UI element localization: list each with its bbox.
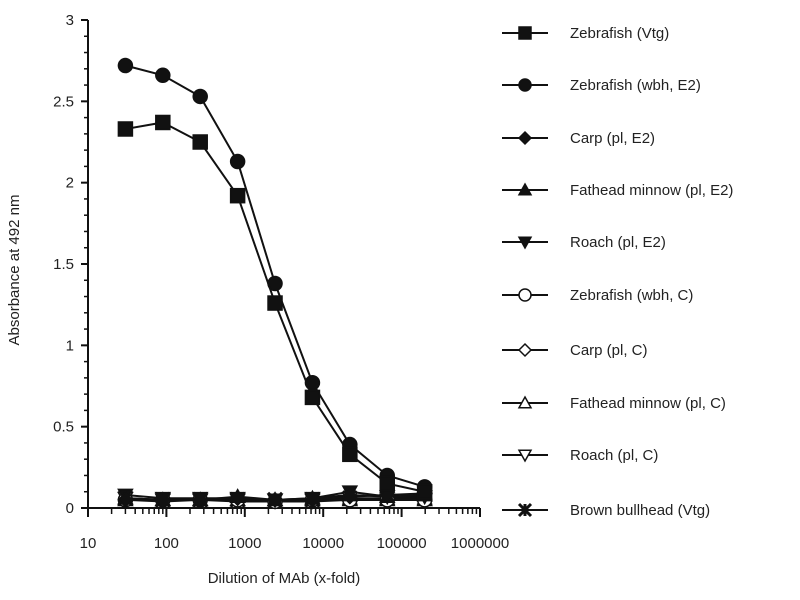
legend-label: Zebrafish (wbh, C) [570, 287, 693, 304]
legend-label: Carp (pl, E2) [570, 130, 655, 147]
legend-item: Zebrafish (wbh, C) [502, 287, 693, 304]
legend-label: Zebrafish (Vtg) [570, 25, 669, 42]
legend-label: Brown bullhead (Vtg) [570, 502, 710, 519]
square-marker [304, 389, 321, 406]
legend-item: Carp (pl, C) [502, 342, 648, 359]
legend-label: Fathead minnow (pl, C) [570, 395, 726, 412]
x-tick-label: 100 [154, 535, 179, 552]
legend-item: Roach (pl, E2) [502, 234, 666, 251]
x-tick-label: 10000 [302, 535, 344, 552]
x-tick-label: 1000 [228, 535, 261, 552]
square-marker [229, 187, 246, 204]
legend-item: Roach (pl, C) [502, 447, 658, 464]
legend-label: Roach (pl, E2) [570, 234, 666, 251]
diamond-marker [192, 491, 209, 508]
diamond-marker [304, 491, 321, 508]
x-axis-label: Dilution of MAb (x-fold) [208, 570, 361, 587]
square-marker [267, 295, 283, 311]
triangle-up-marker [517, 395, 533, 409]
x-tick-label: 10 [80, 535, 97, 552]
legend-item: Brown bullhead (Vtg) [502, 502, 710, 519]
y-tick-label: 0.5 [53, 419, 74, 436]
square-marker [155, 114, 171, 131]
legend-item: Fathead minnow (pl, E2) [502, 182, 733, 199]
circle-marker [229, 153, 246, 170]
triangle-down-marker [517, 236, 533, 250]
circle-marker [192, 88, 208, 105]
circle-marker [518, 288, 532, 302]
legend-item: Fathead minnow (pl, C) [502, 395, 726, 412]
diamond-marker [266, 491, 284, 508]
diamond-marker [154, 491, 171, 508]
square-marker [117, 121, 134, 137]
y-tick-label: 1 [66, 337, 74, 354]
triangle-up-marker [517, 182, 533, 196]
y-tick-label: 2 [66, 175, 74, 192]
square-marker [379, 475, 396, 492]
square-marker [416, 483, 433, 500]
legend: Zebrafish (Vtg) Zebrafish (wbh, E2) Carp (… [502, 25, 733, 519]
circle-marker [155, 67, 171, 84]
x-tick-label: 100000 [377, 535, 427, 552]
legend-item: Zebrafish (wbh, E2) [502, 77, 701, 94]
star-marker [517, 502, 533, 518]
square-marker [192, 134, 208, 150]
y-tick-label: 0 [66, 500, 74, 517]
y-tick-label: 2.5 [53, 93, 74, 110]
y-tick-label: 3 [66, 12, 74, 29]
diamond-marker [517, 342, 533, 358]
legend-label: Fathead minnow (pl, E2) [570, 182, 733, 199]
diamond-marker [341, 488, 358, 505]
square-marker [518, 26, 532, 40]
circle-marker [117, 57, 134, 74]
series-layer [117, 57, 433, 510]
legend-label: Carp (pl, C) [570, 342, 648, 359]
diamond-marker [229, 490, 246, 507]
diamond-marker [379, 486, 396, 504]
y-axis-label: Absorbance at 492 nm [6, 195, 23, 346]
triangle-down-marker [517, 449, 533, 463]
diamond-marker [517, 130, 533, 146]
legend-item: Zebrafish (Vtg) [502, 25, 669, 42]
y-tick-label: 1.5 [53, 256, 74, 273]
legend-label: Roach (pl, C) [570, 447, 658, 464]
square-marker [342, 446, 358, 463]
circle-marker [518, 78, 532, 92]
legend-item: Carp (pl, E2) [502, 130, 655, 147]
axes: 0 0.5 1 1.5 2 2.5 3 10 100 1000 10000 100000 1000000 [53, 12, 509, 552]
legend-label: Zebrafish (wbh, E2) [570, 77, 701, 94]
series-zebrafish-vtg [117, 114, 433, 500]
x-tick-label: 1000000 [451, 535, 509, 552]
diamond-marker [117, 491, 134, 508]
